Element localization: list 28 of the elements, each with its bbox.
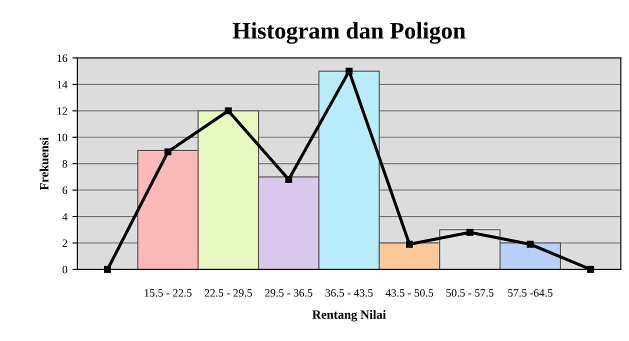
x-tick-label: 50.5 - 57.5 xyxy=(446,289,494,297)
point xyxy=(466,228,474,236)
x-axis-title: Rentang Nilai xyxy=(312,310,386,322)
y-tick-label: 4 xyxy=(62,213,68,220)
y-axis-title: Frekuensi xyxy=(40,137,48,190)
y-tick-label: 14 xyxy=(58,80,68,88)
x-tick-label: 43.5 - 50.5 xyxy=(386,289,434,297)
point xyxy=(406,240,413,248)
x-tick-label: 36.5 - 43.5 xyxy=(326,289,373,297)
point xyxy=(224,107,232,114)
point xyxy=(526,240,534,248)
y-tick-label: 16 xyxy=(58,54,68,62)
point xyxy=(164,148,172,156)
y-tick-label: 6 xyxy=(62,186,68,194)
point xyxy=(104,266,112,273)
point xyxy=(285,176,292,184)
point xyxy=(346,68,353,75)
y-tick-label: 12 xyxy=(58,107,68,115)
x-tick-label: 15.5 - 22.5 xyxy=(144,289,192,297)
point xyxy=(587,266,594,273)
x-tick-label: 29.5 - 36.5 xyxy=(265,289,312,297)
y-tick-label: 8 xyxy=(62,160,68,168)
x-tick-label: 22.5 - 29.5 xyxy=(204,289,252,297)
y-tick-label: 10 xyxy=(58,134,68,142)
y-tick-label: 2 xyxy=(62,239,68,247)
y-tick-label: 0 xyxy=(62,266,68,274)
chart-title: Histogram dan Poligon xyxy=(232,22,466,44)
x-tick-label: 57.5 -64.5 xyxy=(508,289,552,297)
